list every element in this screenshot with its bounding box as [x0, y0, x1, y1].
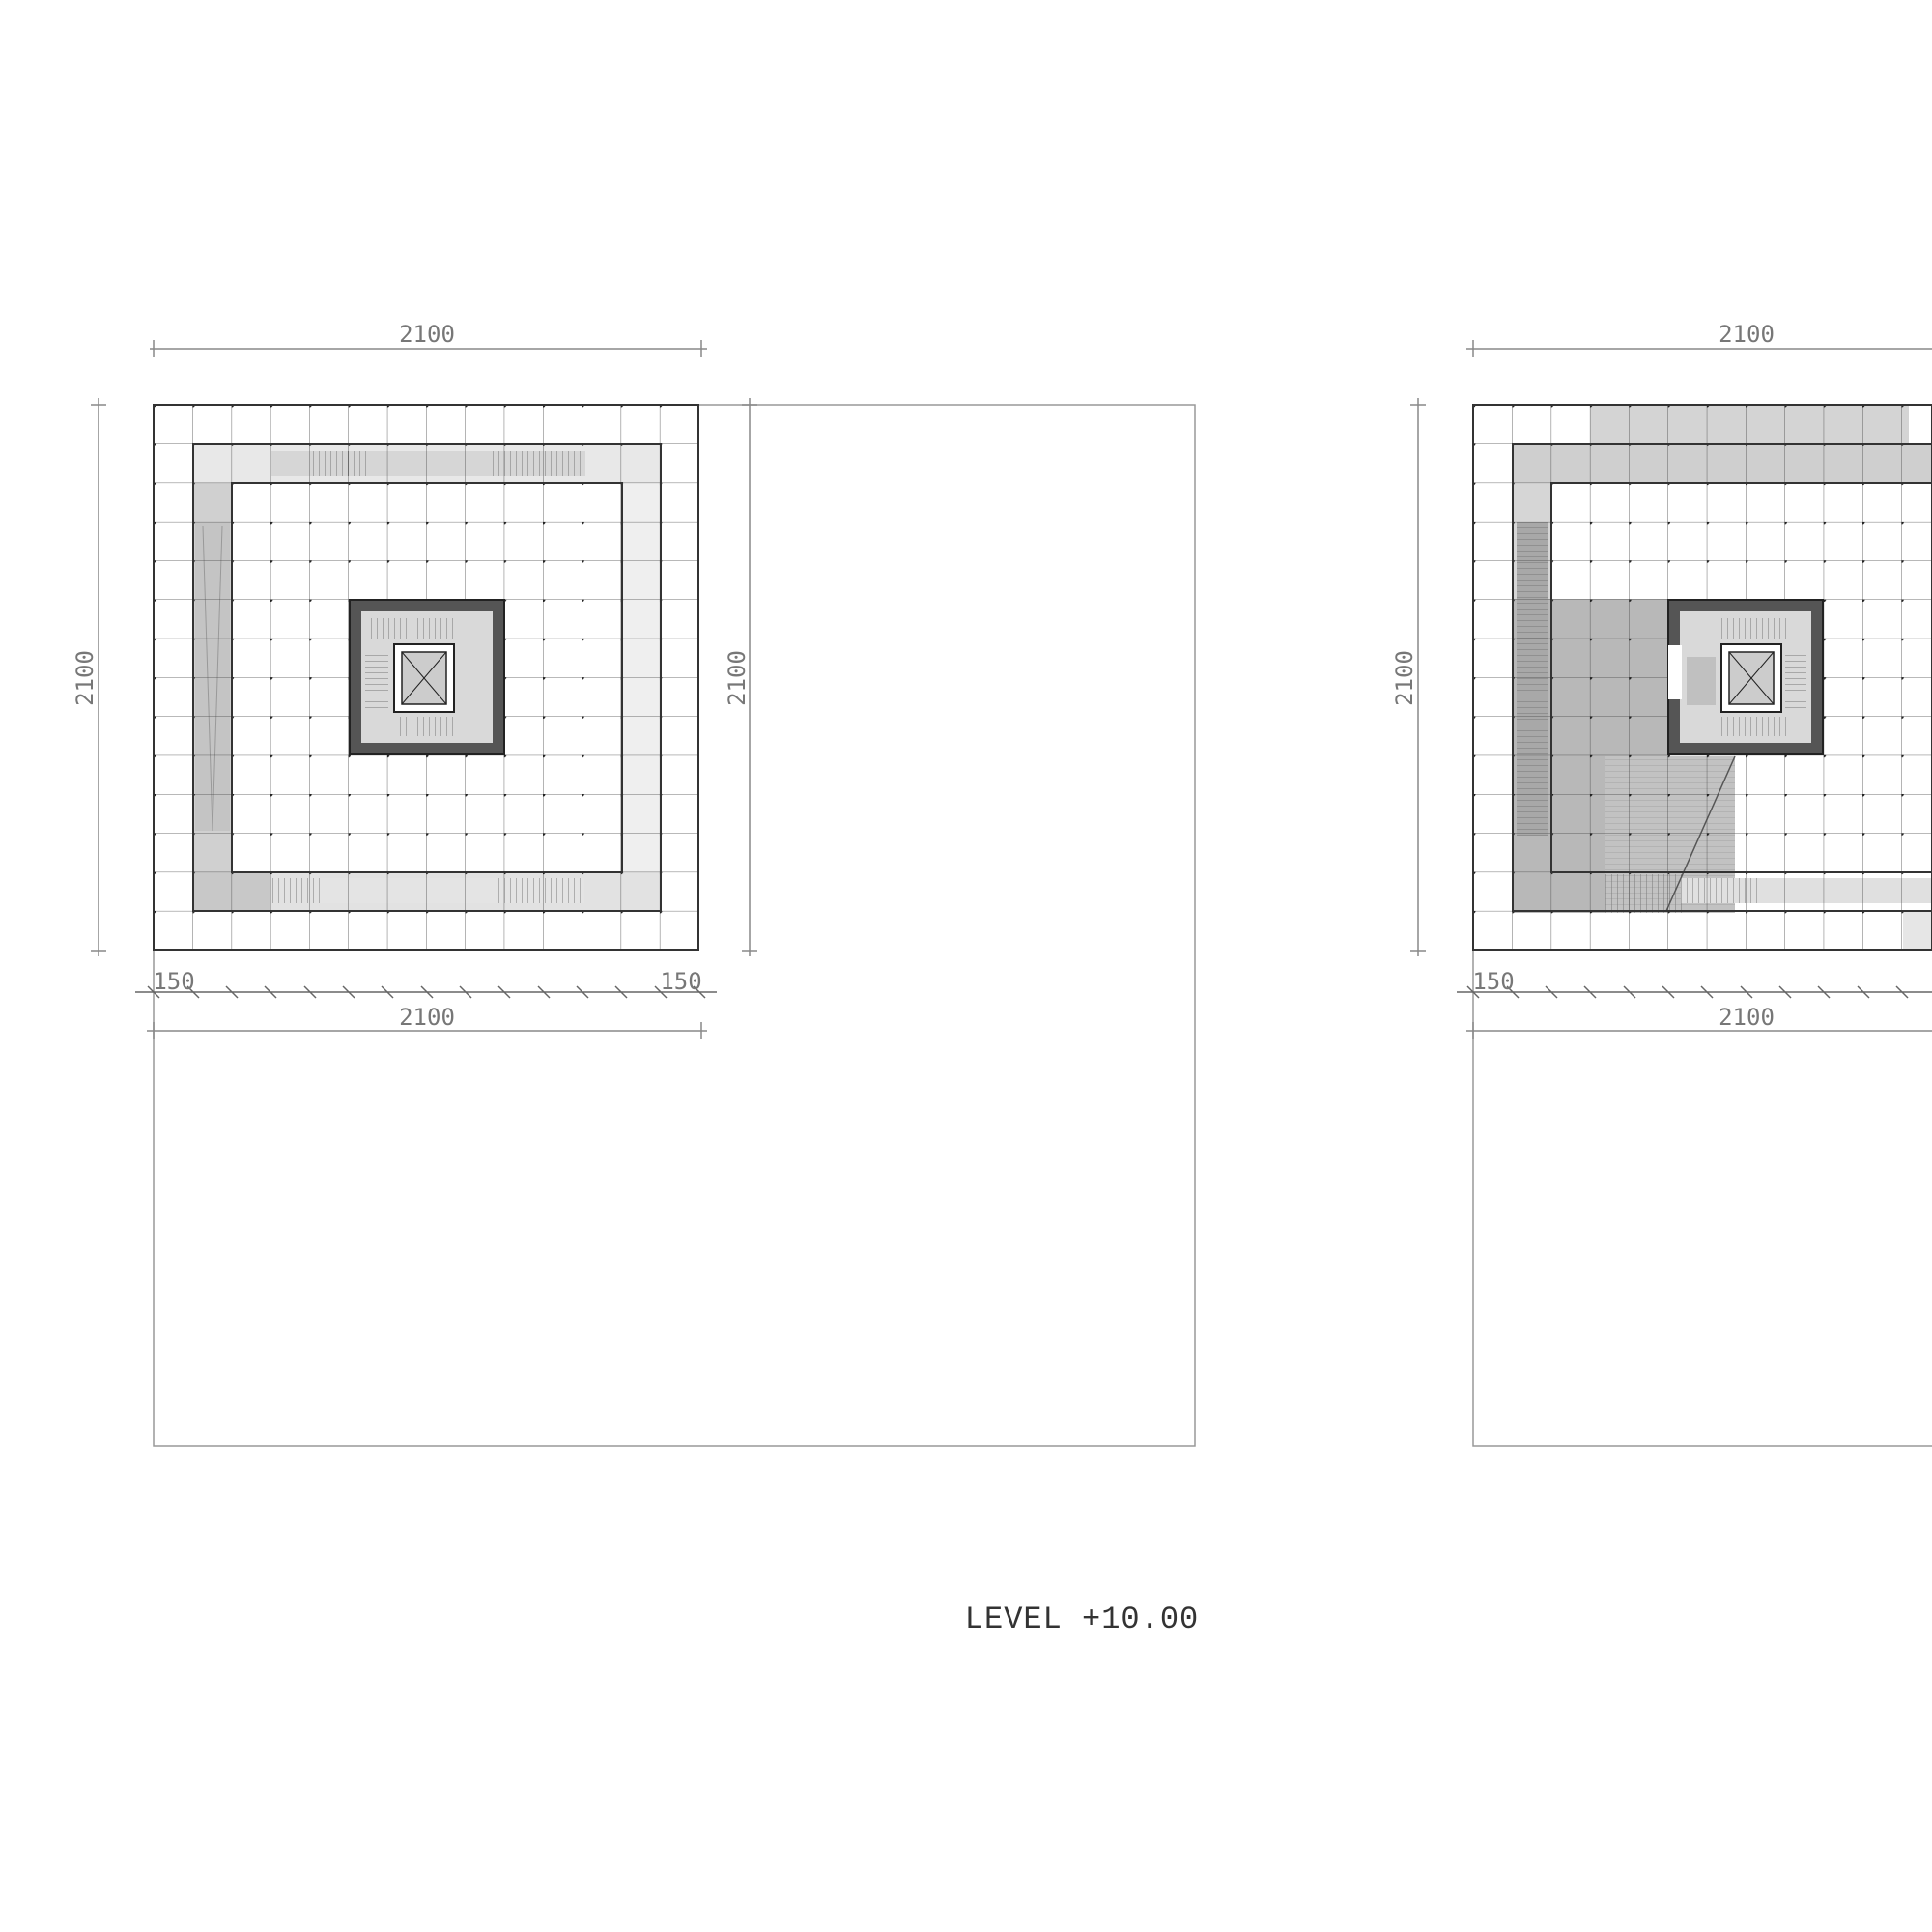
inner-ring-line-right	[1550, 482, 1932, 873]
dim-top-right-label: 2100	[1719, 321, 1775, 348]
dim-left-right-label: 2100	[1391, 650, 1418, 706]
dim-left-label: 2100	[71, 650, 99, 706]
outer-ring-line	[192, 443, 662, 912]
core-right	[1667, 599, 1824, 755]
core	[349, 599, 505, 755]
plan-left: 2100 2100 2100	[71, 321, 1196, 1447]
dim-right-label: 2100	[724, 650, 751, 706]
dim-edge-left-label: 150	[153, 968, 194, 995]
inner-ring-line	[231, 482, 623, 873]
dim-edge-right-label: 150	[660, 968, 701, 995]
dim-edge-left-right-label: 150	[1472, 968, 1514, 995]
outer-ring-line-right	[1512, 443, 1932, 912]
dim-left	[91, 398, 106, 956]
dim-bottom-ticks-right	[1457, 985, 1932, 999]
dim-bottom-label: 2100	[399, 1004, 455, 1031]
dim-left-right	[1410, 398, 1426, 956]
plan-right: 2100 2100 150 2100	[1391, 321, 1932, 1447]
level-caption: LEVEL +10.00	[965, 1602, 1199, 1637]
dim-top-label: 2100	[399, 321, 455, 348]
dim-top-right	[1466, 340, 1932, 357]
dim-bottom-ticks	[135, 985, 717, 999]
dim-right	[742, 398, 757, 956]
dim-bottom-right	[1466, 1022, 1932, 1039]
dim-top	[150, 340, 707, 357]
dim-bottom-right-label: 2100	[1719, 1004, 1775, 1031]
dim-bottom	[147, 1022, 707, 1039]
